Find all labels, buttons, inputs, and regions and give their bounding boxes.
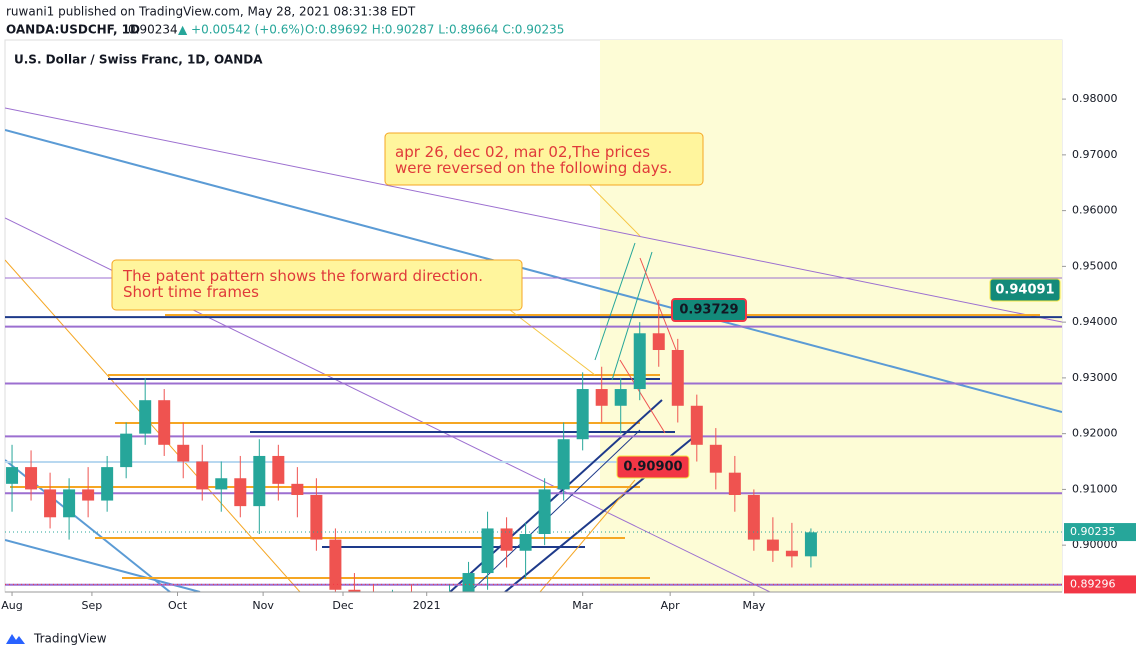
candle-body [481, 528, 494, 574]
candle-body [291, 483, 304, 495]
chart-title: U.S. Dollar / Swiss Franc, 1D, OANDA [14, 53, 263, 67]
candle-body [804, 532, 817, 557]
candle-body [519, 534, 532, 551]
callout-text: were reversed on the following days. [395, 159, 672, 177]
x-tick-label: Mar [572, 599, 593, 612]
candle-body [652, 333, 665, 351]
price-note-text: 0.90900 [623, 460, 682, 475]
price-note [616, 455, 690, 479]
candle-body [614, 389, 627, 406]
callout-text: Short time frames [123, 283, 259, 301]
candle-body [82, 489, 95, 501]
candle-body [576, 389, 589, 440]
candle-body [785, 550, 798, 557]
x-tick-label: Oct [168, 599, 188, 612]
price-label-box [1064, 575, 1136, 594]
price-label-box [1064, 523, 1136, 542]
ohlc: O:0.89692 H:0.90287 L:0.89664 C:0.90235 [305, 23, 564, 37]
y-tick-label: 0.90000 [1072, 538, 1118, 551]
y-tick-label: 0.96000 [1072, 204, 1118, 217]
x-tick-label: 2021 [413, 599, 441, 612]
price-note [671, 298, 747, 322]
x-tick-label: May [742, 599, 765, 612]
candle-body [386, 606, 398, 617]
candle-body [177, 444, 190, 462]
price-label: 0.89296 [1070, 577, 1116, 590]
candle-body [633, 333, 646, 390]
candle-body [690, 405, 703, 445]
candle-body [63, 489, 76, 518]
y-tick-label: 0.98000 [1072, 92, 1118, 105]
candle-body [215, 478, 228, 490]
footer: TradingView [33, 632, 107, 646]
candle-body [329, 539, 342, 590]
candle-body [595, 389, 608, 406]
y-tick-label: 0.93000 [1072, 371, 1118, 384]
candle-body [253, 455, 266, 507]
candle-body [310, 494, 323, 540]
candle-body [101, 467, 114, 501]
y-tick-label: 0.97000 [1072, 148, 1118, 161]
candle-body [709, 444, 722, 473]
candle-body [139, 400, 152, 434]
candle-body [425, 612, 437, 623]
candle-body [25, 467, 38, 490]
candle-body [158, 400, 171, 445]
y-tick-label: 0.95000 [1072, 259, 1118, 272]
x-tick-label: Nov [252, 599, 274, 612]
candle-body [44, 489, 57, 518]
candle-body [766, 539, 779, 551]
y-tick-label: 0.94000 [1072, 315, 1118, 328]
candle-body [500, 528, 513, 551]
candle-body [728, 472, 741, 495]
logo [6, 634, 25, 644]
callout [111, 259, 523, 311]
change: ▲ +0.00542 (+0.6%) [178, 23, 304, 37]
callout [384, 132, 704, 186]
candle-body [747, 494, 760, 540]
symbol: OANDA:USDCHF, 1D [6, 23, 140, 37]
candle-body [348, 589, 361, 592]
candle-body [367, 606, 379, 617]
publish-line: ruwani1 published on TradingView.com, Ma… [6, 5, 416, 19]
candles [6, 299, 817, 623]
y-tick-label: 0.92000 [1072, 427, 1118, 440]
candle-body [557, 439, 570, 490]
candle-body [272, 455, 285, 484]
axes: 0.90000 0.91000 0.92000 0.93000 0.94000 0.950… [1, 92, 1136, 612]
candle-body [462, 573, 475, 592]
x-tick-label: Aug [1, 599, 22, 612]
candle-body [444, 595, 456, 612]
last-price: 0.90234 [128, 23, 178, 37]
candle-body [6, 467, 19, 484]
price-label: 0.90235 [1070, 525, 1116, 538]
callout-text: The patent pattern shows the forward dir… [122, 267, 483, 285]
price-note-text: 0.94091 [995, 283, 1054, 298]
x-tick-label: Apr [661, 599, 681, 612]
price-note-text: 0.93729 [679, 303, 738, 318]
candle-body [196, 461, 209, 490]
price-note [989, 278, 1061, 302]
x-tick-label: Sep [82, 599, 103, 612]
candle-body [120, 433, 133, 468]
callout-text: apr 26, dec 02, mar 02,The prices [395, 143, 650, 161]
candle-body [671, 350, 684, 406]
y-tick-label: 0.91000 [1072, 482, 1118, 495]
candle-body [234, 478, 247, 507]
x-tick-label: Dec [332, 599, 353, 612]
candle-body [538, 489, 551, 535]
